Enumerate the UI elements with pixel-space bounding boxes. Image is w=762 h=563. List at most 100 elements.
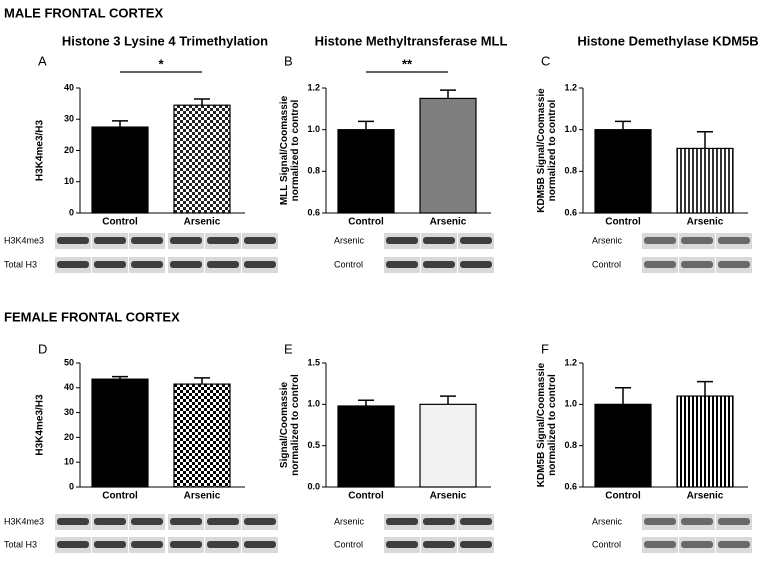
blot-band (681, 518, 713, 525)
blot-band (718, 518, 750, 525)
y-tick-label: 10 (64, 457, 74, 467)
blot-label: Total H3 (4, 539, 37, 549)
x-tick-label: Arsenic (687, 217, 724, 228)
blot-label: H3K4me3 (4, 516, 44, 526)
bar (173, 104, 231, 214)
blot-band (131, 237, 163, 244)
y-tick-label: 0.8 (307, 166, 320, 176)
blot-band (57, 541, 89, 548)
y-tick-label: 1.2 (564, 357, 577, 367)
blot-band (94, 541, 126, 548)
significance-label: * (158, 56, 164, 71)
x-tick-label: Arsenic (687, 491, 724, 502)
y-axis-label: KDM5B Signal/Coomassie (536, 362, 547, 487)
x-tick-label: Arsenic (430, 217, 467, 228)
blot-band (131, 518, 163, 525)
y-axis-label: KDM5B Signal/Coomassie (536, 88, 547, 213)
y-tick-label: 1.0 (564, 124, 577, 134)
y-tick-label: 0.8 (564, 166, 577, 176)
y-tick-label: 0.8 (564, 440, 577, 450)
blot-label: Arsenic (592, 235, 623, 245)
blot-band (170, 541, 202, 548)
blot-band (207, 237, 239, 244)
y-axis-label: MLL Signal/Coomassie (279, 95, 290, 205)
error-bar (194, 98, 210, 106)
bar (419, 97, 477, 214)
blot-band (207, 261, 239, 268)
x-tick-label: Control (605, 491, 641, 502)
blot-band (386, 237, 418, 244)
blot-band (57, 261, 89, 268)
blot-band (460, 237, 492, 244)
blot-band (131, 541, 163, 548)
error-bar (440, 395, 456, 405)
blot-band (681, 261, 713, 268)
section-title: MALE FRONTAL CORTEX (4, 5, 163, 20)
y-axis-label: normalized to control (290, 374, 301, 476)
chart-title: Histone Methyltransferase MLL (315, 33, 508, 48)
y-tick-label: 0.6 (307, 207, 320, 217)
blot-band (57, 518, 89, 525)
y-axis-label: Signal/Coomassie (279, 381, 290, 468)
bar (676, 147, 734, 214)
error-bar (358, 120, 374, 130)
y-tick-label: 20 (64, 432, 74, 442)
blot-label: Control (334, 259, 363, 269)
bar (173, 383, 231, 488)
blot-band (244, 518, 276, 525)
blot-band (170, 518, 202, 525)
bar (337, 129, 395, 214)
y-tick-label: 0.6 (564, 207, 577, 217)
panel-letter: D (38, 341, 47, 356)
x-tick-label: Control (102, 491, 138, 502)
blot-band (644, 261, 676, 268)
error-bar (112, 375, 128, 380)
y-tick-label: 1.2 (564, 82, 577, 92)
blot-band (207, 541, 239, 548)
x-tick-label: Arsenic (430, 491, 467, 502)
panel-letter: C (541, 53, 550, 68)
bar (676, 395, 734, 488)
blot-band (718, 541, 750, 548)
y-tick-label: 50 (64, 357, 74, 367)
blot-band (170, 237, 202, 244)
bar (594, 403, 652, 488)
y-tick-label: 1.0 (307, 124, 320, 134)
y-tick-label: 10 (64, 176, 74, 186)
error-bar (615, 387, 631, 405)
blot-band (94, 518, 126, 525)
y-tick-label: 0 (69, 207, 74, 217)
blot-band (681, 541, 713, 548)
bar (91, 378, 149, 488)
y-tick-label: 0.0 (307, 481, 320, 491)
y-axis-label: normalized to control (547, 374, 558, 476)
x-tick-label: Control (348, 491, 384, 502)
panel-letter: B (284, 53, 293, 68)
y-tick-label: 0.5 (307, 440, 320, 450)
chart-title: Histone Demethylase KDM5B (577, 33, 758, 48)
error-bar (440, 89, 456, 99)
blot-band (718, 261, 750, 268)
blot-band (57, 237, 89, 244)
x-tick-label: Control (102, 217, 138, 228)
error-bar (358, 399, 374, 406)
blot-band (244, 237, 276, 244)
blot-band (423, 237, 455, 244)
bar (419, 403, 477, 488)
x-tick-label: Arsenic (184, 217, 221, 228)
blot-band (460, 261, 492, 268)
panel-letter: E (284, 341, 293, 356)
blot-band (460, 518, 492, 525)
blot-label: Control (592, 539, 621, 549)
section-title: FEMALE FRONTAL CORTEX (4, 309, 180, 324)
significance-label: ** (402, 56, 413, 71)
blot-band (94, 237, 126, 244)
y-tick-label: 20 (64, 145, 74, 155)
blot-label: Arsenic (592, 516, 623, 526)
y-axis-label: normalized to control (290, 99, 301, 201)
bar (91, 126, 149, 214)
blot-label: H3K4me3 (4, 235, 44, 245)
error-bar (615, 120, 631, 130)
panel-letter: F (541, 341, 549, 356)
blot-band (244, 261, 276, 268)
